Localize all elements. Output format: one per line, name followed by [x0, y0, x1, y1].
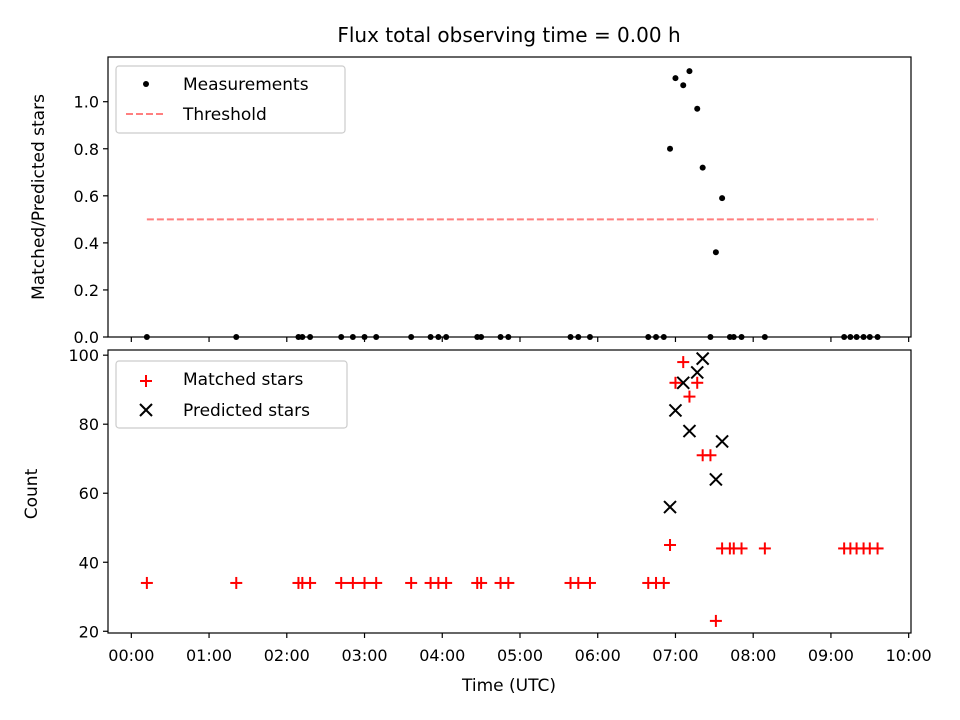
legend-matched-marker: [140, 375, 152, 387]
matched-stars-point: [346, 576, 359, 589]
matched-stars-point: [440, 576, 453, 589]
matched-stars-point: [691, 376, 704, 389]
top-plot-frame: [107, 56, 912, 338]
matched-stars-point: [304, 576, 317, 589]
matched-stars-point: [405, 576, 418, 589]
top-y-ticks: 0.0 0.2 0.4 0.6 0.8 1.0: [74, 93, 108, 347]
matched-stars-point: [677, 356, 690, 369]
bottom-y-tick-label: 60: [79, 484, 99, 503]
predicted-stars-point: [663, 500, 677, 514]
predicted-stars-point: [709, 472, 723, 487]
x-tick-label: 03:00: [341, 646, 387, 665]
matched-stars-point: [758, 542, 771, 555]
top-legend-box: [115, 65, 346, 134]
predicted-stars-point: [668, 403, 683, 418]
x-tick-label: 06:00: [575, 646, 621, 665]
matched-stars-point: [871, 542, 884, 555]
bottom-y-tick-label: 80: [79, 415, 99, 434]
x-tick-label: 07:00: [652, 646, 698, 665]
bottom-y-tick-label: 100: [68, 346, 99, 365]
bottom-y-axis-label: Count: [22, 468, 42, 519]
legend-measurements-label: Measurements: [183, 75, 309, 95]
predicted-stars-point: [695, 351, 710, 366]
predicted-stars-point: [715, 434, 729, 449]
matched-stars-point: [735, 542, 748, 555]
matched-stars-point: [475, 576, 488, 589]
top-x-ticks: [130, 337, 910, 342]
legend-measurements-marker: [143, 81, 149, 87]
top-y-tick-label: 0.4: [74, 234, 99, 253]
measurements-point: [667, 145, 674, 152]
top-y-tick-label: 0.2: [74, 281, 99, 300]
bottom-y-ticks: 20 40 60 80 100: [68, 346, 108, 641]
matched-stars-point: [704, 449, 717, 462]
x-tick-label: 10:00: [886, 646, 932, 665]
top-y-tick-label: 0.6: [74, 187, 99, 206]
measurements-point: [694, 105, 701, 112]
bottom-plot-frame: [107, 349, 912, 634]
bottom-x-ticks: 00:00 01:00 02:00 03:00 04:00 05:00 06:00 07:00…: [108, 633, 932, 665]
bottom-legend-box: [115, 360, 348, 429]
bottom-y-tick-label: 20: [79, 622, 99, 641]
x-tick-label: 04:00: [419, 646, 465, 665]
x-tick-label: 08:00: [730, 646, 776, 665]
top-y-tick-label: 0.0: [74, 328, 99, 347]
top-y-axis-label: Matched/Predicted stars: [29, 94, 49, 300]
legend-threshold-label: Threshold: [182, 105, 267, 125]
measurements-point: [712, 249, 719, 256]
matched-stars-point: [502, 576, 515, 589]
matched-stars-point: [358, 576, 371, 589]
matched-stars-point: [664, 538, 677, 551]
matched-stars-point: [657, 576, 670, 589]
bottom-legend: Matched stars Predicted stars: [115, 360, 348, 429]
x-axis-label: Time (UTC): [461, 676, 556, 696]
matched-stars-point: [572, 576, 585, 589]
legend-matched-label: Matched stars: [183, 370, 303, 390]
bottom-plot-marks: [140, 351, 884, 627]
matched-stars-point: [140, 576, 153, 589]
legend-predicted-marker: [139, 403, 153, 417]
x-tick-label: 09:00: [808, 646, 854, 665]
matched-stars-point: [683, 390, 696, 403]
measurements-point: [672, 75, 679, 82]
matched-stars-point: [335, 576, 348, 589]
measurements-point: [719, 195, 726, 202]
top-y-tick-label: 1.0: [74, 93, 99, 112]
matched-stars-point: [370, 576, 383, 589]
chart-title: Flux total observing time = 0.00 h: [337, 23, 680, 47]
matched-stars-point: [709, 614, 722, 627]
x-tick-label: 02:00: [264, 646, 310, 665]
top-y-tick-label: 0.8: [74, 140, 99, 159]
matched-stars-point: [583, 576, 596, 589]
top-panel: Flux total observing time = 0.00 h Match…: [29, 23, 912, 347]
x-tick-label: 01:00: [186, 646, 232, 665]
x-tick-label: 05:00: [497, 646, 543, 665]
matched-stars-point: [669, 376, 682, 389]
legend-predicted-label: Predicted stars: [183, 401, 310, 421]
top-legend: Measurements Threshold: [115, 65, 346, 134]
measurements-point: [699, 164, 706, 171]
predicted-stars-point: [682, 424, 697, 438]
matched-stars-point: [230, 576, 243, 589]
bottom-y-tick-label: 40: [79, 553, 99, 572]
predicted-stars-point: [676, 376, 690, 390]
measurements-point: [680, 82, 687, 89]
x-tick-label: 00:00: [108, 646, 154, 665]
predicted-stars-point: [690, 365, 704, 380]
measurements-point: [686, 68, 693, 75]
